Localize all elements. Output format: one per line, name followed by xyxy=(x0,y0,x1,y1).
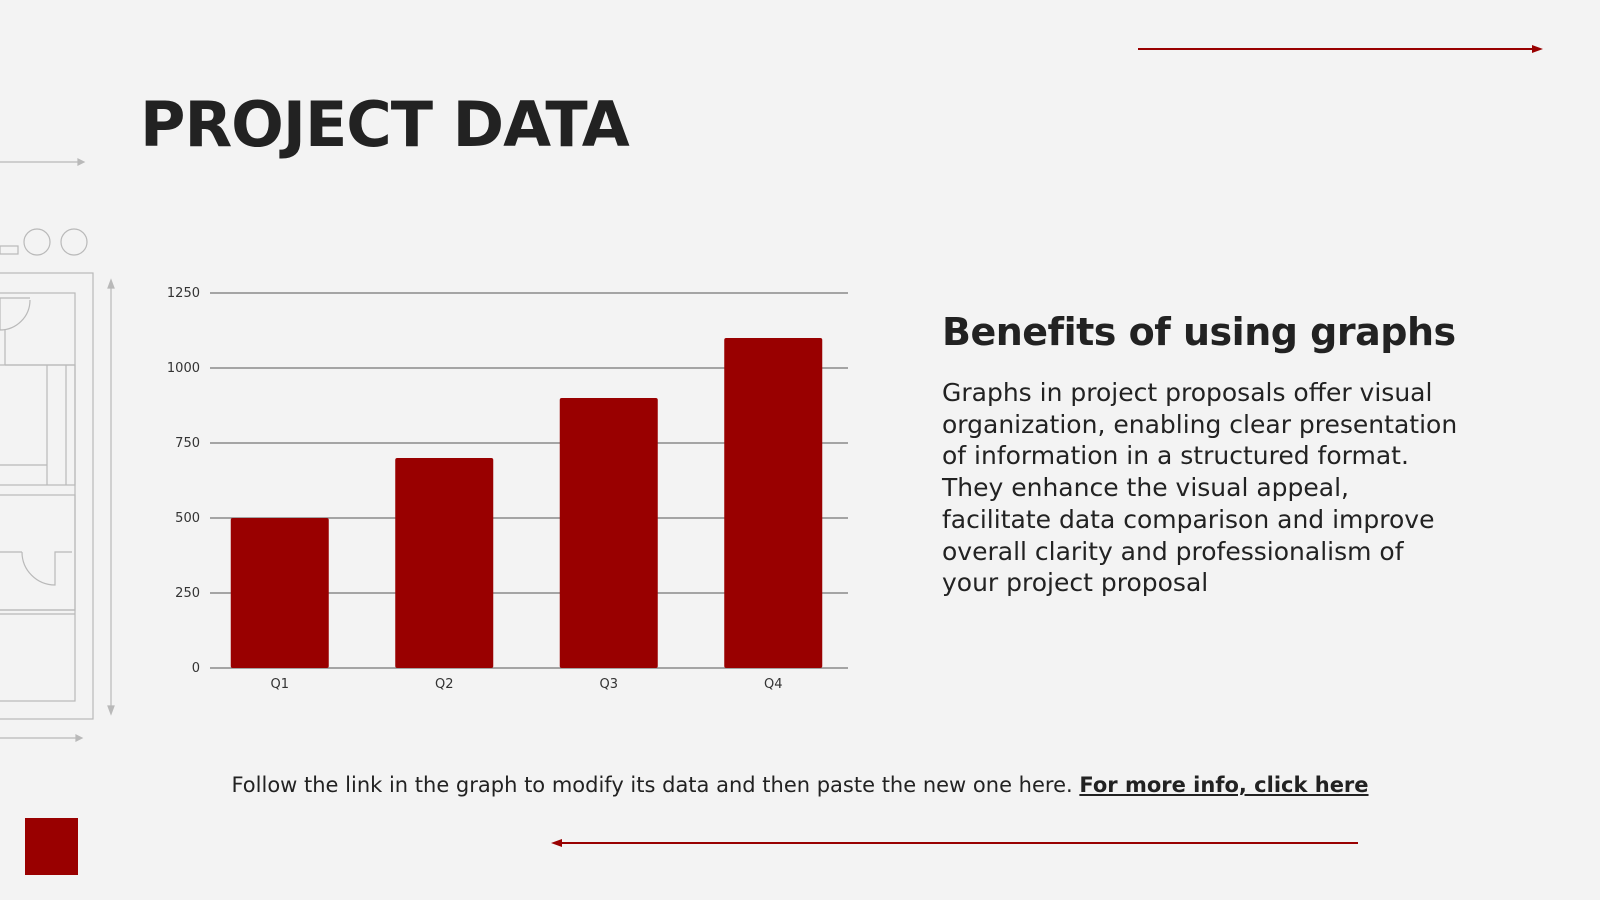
page-title: PROJECT DATA xyxy=(140,88,630,161)
accent-square xyxy=(25,818,78,875)
bar-q3[interactable] xyxy=(559,398,658,668)
y-tick-label: 500 xyxy=(175,511,200,526)
bar-q2[interactable] xyxy=(395,458,494,668)
chart-x-axis: Q1 Q2 Q3 Q4 xyxy=(270,677,782,692)
bar-q1[interactable] xyxy=(230,518,329,668)
more-info-link[interactable]: For more info, click here xyxy=(1079,773,1369,797)
y-tick-label: 750 xyxy=(175,436,200,451)
footer-text: Follow the link in the graph to modify i… xyxy=(231,773,1073,797)
bar-chart[interactable]: 0 250 500 750 1000 1250 Q1 Q2 Q3 Q4 xyxy=(160,270,880,710)
x-tick-label: Q1 xyxy=(270,677,289,692)
y-tick-label: 250 xyxy=(175,586,200,601)
y-tick-label: 1000 xyxy=(167,361,200,376)
y-tick-label: 1250 xyxy=(167,286,200,301)
chart-y-axis: 0 250 500 750 1000 1250 xyxy=(167,286,200,676)
x-tick-label: Q2 xyxy=(435,677,454,692)
x-tick-label: Q3 xyxy=(599,677,618,692)
footer-note: Follow the link in the graph to modify i… xyxy=(0,773,1600,797)
chart-bars xyxy=(230,338,823,668)
benefits-body: Graphs in project proposals offer visual… xyxy=(942,378,1458,598)
benefits-heading: Benefits of using graphs xyxy=(942,310,1456,354)
bar-q4[interactable] xyxy=(724,338,823,668)
y-tick-label: 0 xyxy=(192,661,200,676)
x-tick-label: Q4 xyxy=(764,677,783,692)
